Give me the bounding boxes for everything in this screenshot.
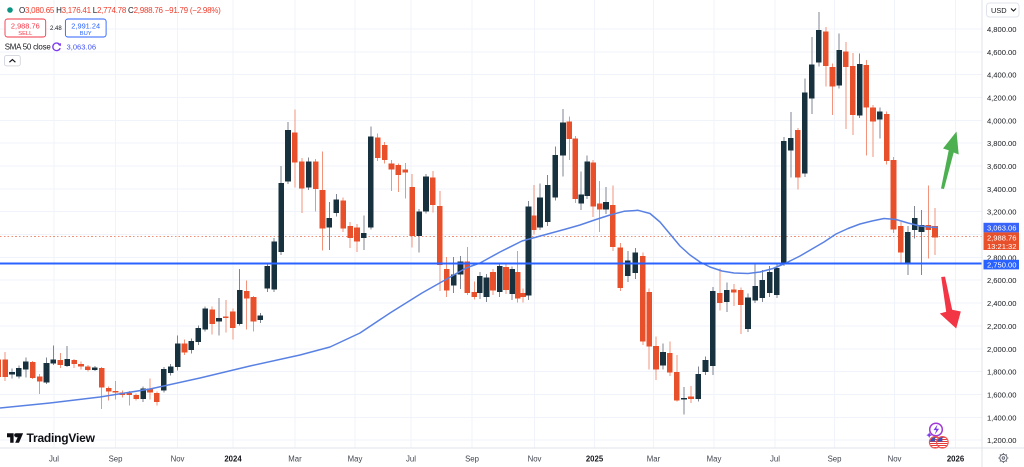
svg-text:Jul: Jul bbox=[770, 455, 780, 464]
svg-text:3,800.00: 3,800.00 bbox=[987, 139, 1017, 148]
svg-text:BUY: BUY bbox=[80, 31, 92, 37]
svg-text:2,991.24: 2,991.24 bbox=[71, 22, 100, 31]
svg-text:2,400.00: 2,400.00 bbox=[987, 299, 1017, 308]
svg-text:2,988.76: 2,988.76 bbox=[11, 22, 40, 31]
svg-text:Nov: Nov bbox=[888, 455, 902, 464]
svg-text:Mar: Mar bbox=[647, 455, 661, 464]
svg-text:Sep: Sep bbox=[465, 455, 480, 464]
svg-text:1,400.00: 1,400.00 bbox=[987, 413, 1017, 422]
svg-text:O3,080.65 H3,176.41 L2,774.78: O3,080.65 H3,176.41 L2,774.78 C2,988.76 … bbox=[19, 6, 221, 15]
svg-text:2024: 2024 bbox=[224, 455, 242, 464]
svg-text:Sep: Sep bbox=[109, 455, 124, 464]
svg-text:SMA 50 close: SMA 50 close bbox=[5, 42, 52, 51]
svg-text:3,400.00: 3,400.00 bbox=[987, 185, 1017, 194]
svg-text:Nov: Nov bbox=[528, 455, 542, 464]
svg-text:SELL: SELL bbox=[18, 31, 33, 37]
svg-text:TradingView: TradingView bbox=[27, 431, 96, 445]
svg-text:4,400.00: 4,400.00 bbox=[987, 71, 1017, 80]
svg-text:4,200.00: 4,200.00 bbox=[987, 94, 1017, 103]
svg-text:3,600.00: 3,600.00 bbox=[987, 162, 1017, 171]
svg-text:Jul: Jul bbox=[49, 455, 59, 464]
svg-text:May: May bbox=[707, 455, 722, 464]
svg-text:3,200.00: 3,200.00 bbox=[987, 208, 1017, 217]
svg-text:3,063.06: 3,063.06 bbox=[987, 224, 1017, 233]
svg-text:2,600.00: 2,600.00 bbox=[987, 276, 1017, 285]
svg-text:2,750.00: 2,750.00 bbox=[987, 261, 1017, 270]
svg-text:4,000.00: 4,000.00 bbox=[987, 116, 1017, 125]
svg-text:4,600.00: 4,600.00 bbox=[987, 48, 1017, 57]
svg-text:2,988.76: 2,988.76 bbox=[987, 233, 1017, 242]
svg-text:1,600.00: 1,600.00 bbox=[987, 390, 1017, 399]
svg-text:1,800.00: 1,800.00 bbox=[987, 368, 1017, 377]
svg-text:2.48: 2.48 bbox=[50, 26, 62, 32]
svg-text:USD: USD bbox=[991, 6, 1007, 15]
svg-text:1,200.00: 1,200.00 bbox=[987, 436, 1017, 445]
svg-text:4,800.00: 4,800.00 bbox=[987, 25, 1017, 34]
svg-text:Jul: Jul bbox=[406, 455, 416, 464]
svg-text:Sep: Sep bbox=[828, 455, 843, 464]
svg-text:Mar: Mar bbox=[288, 455, 302, 464]
svg-text:May: May bbox=[348, 455, 363, 464]
svg-text:2,800.00: 2,800.00 bbox=[987, 253, 1017, 262]
svg-text:3,063.06: 3,063.06 bbox=[67, 42, 97, 51]
svg-text:Nov: Nov bbox=[171, 455, 185, 464]
svg-text:2026: 2026 bbox=[947, 455, 965, 464]
svg-text:2,000.00: 2,000.00 bbox=[987, 345, 1017, 354]
svg-text:13:21:32: 13:21:32 bbox=[987, 242, 1017, 251]
svg-text:2,200.00: 2,200.00 bbox=[987, 322, 1017, 331]
svg-text:2025: 2025 bbox=[586, 455, 604, 464]
